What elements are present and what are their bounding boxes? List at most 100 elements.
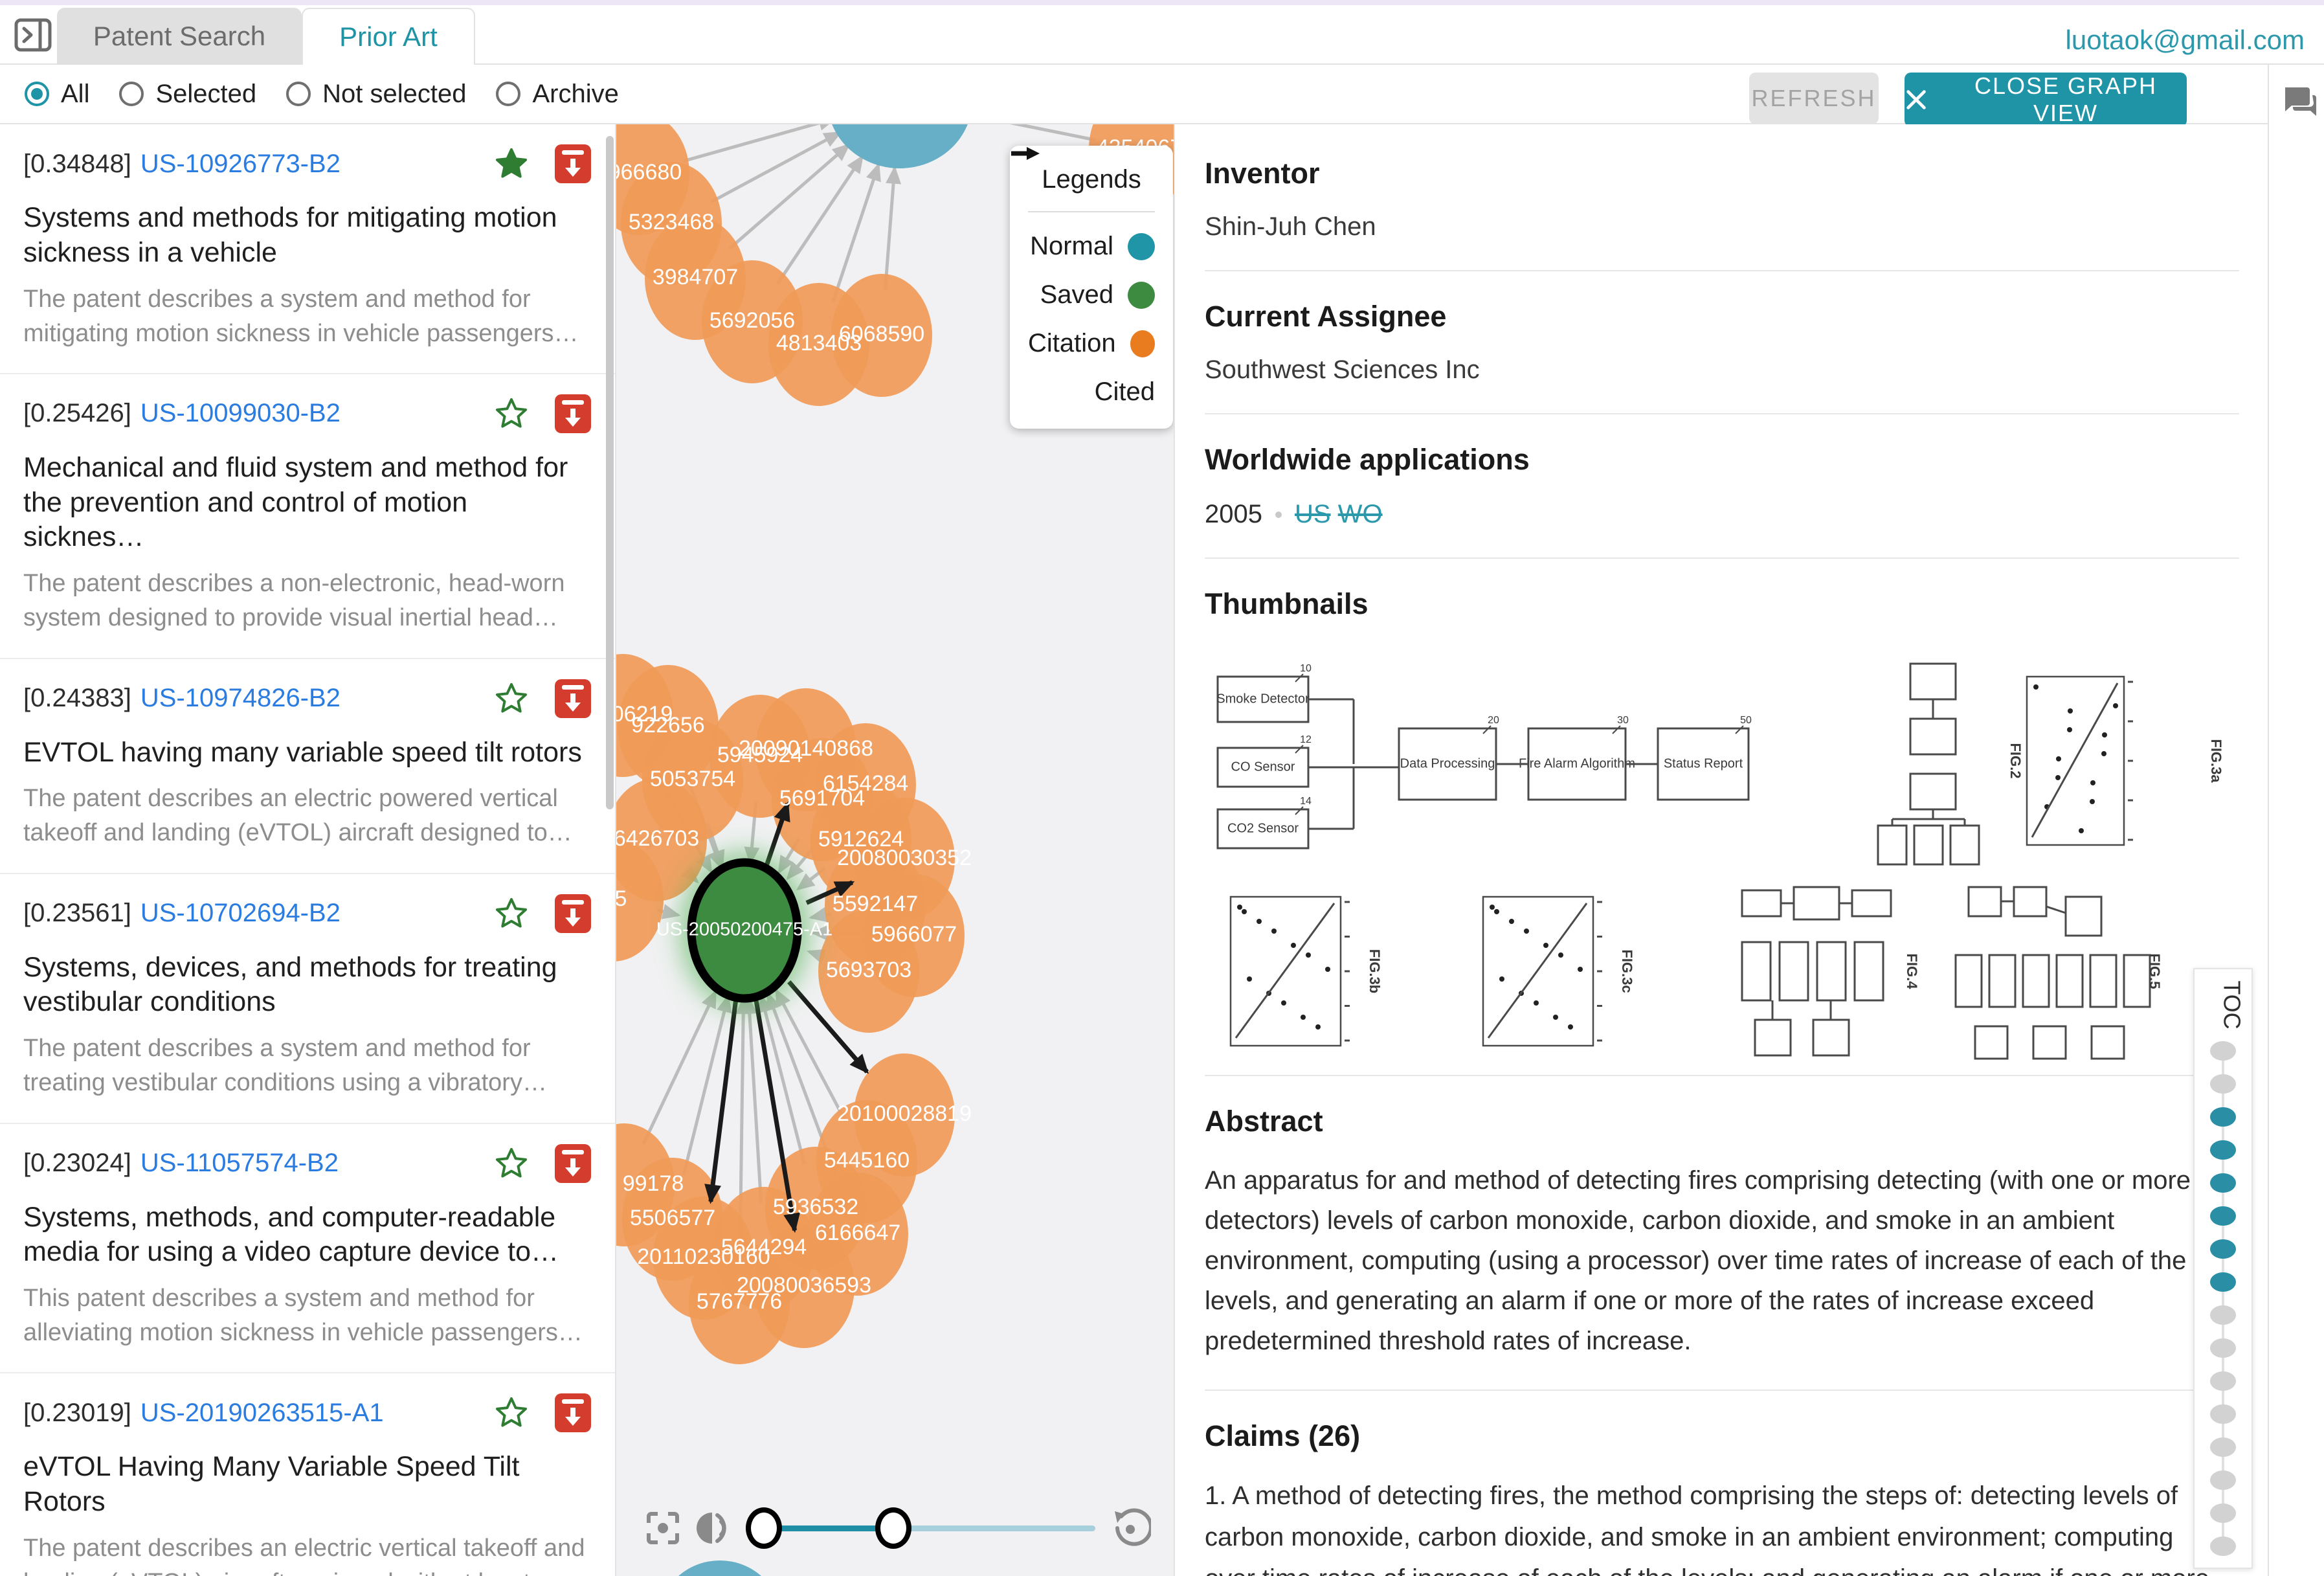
citation-graph[interactable]: 5966680 5323468 3984707 5692056481340360685…: [616, 124, 1175, 1576]
result-title: Systems, methods, and computer-readable …: [23, 1201, 559, 1268]
toc-dot[interactable]: [2210, 1537, 2236, 1556]
patent-id-link[interactable]: US-10702694-B2: [140, 899, 341, 928]
toc-dot[interactable]: [2210, 1338, 2236, 1358]
legend-label: Citation: [1028, 329, 1116, 357]
result-item[interactable]: [0.23561] US-10702694-B2 Systems, devices,…: [0, 873, 615, 1124]
toc-dot[interactable]: [2210, 1470, 2236, 1490]
graph-node-label: 5: [616, 886, 627, 911]
graph-node-label: 6068590: [839, 322, 924, 346]
radio-not-selected[interactable]: Not selected: [286, 80, 466, 109]
result-item[interactable]: [0.23024] US-11057574-B2 Systems, methods,…: [0, 1123, 615, 1374]
similarity-score: [0.34848]: [23, 149, 131, 178]
zoom-slider-handle-max[interactable]: [875, 1507, 911, 1549]
toc-dot[interactable]: [2210, 1173, 2236, 1193]
patent-id-link[interactable]: US-10099030-B2: [140, 399, 341, 428]
graph-node-citation[interactable]: [754, 1225, 855, 1348]
zoom-slider-handle-min[interactable]: [746, 1507, 782, 1549]
patent-id-link[interactable]: US-10974826-B2: [140, 684, 341, 712]
contrast-icon[interactable]: [693, 1507, 734, 1549]
star-filled-icon[interactable]: [495, 147, 528, 181]
toc-dot[interactable]: [2210, 1041, 2236, 1061]
toc-dot[interactable]: [2210, 1206, 2236, 1226]
zoom-slider-active-track[interactable]: [764, 1525, 893, 1531]
graph-node-citation[interactable]: [616, 839, 664, 962]
radio-circle[interactable]: [496, 82, 521, 106]
star-outline-icon[interactable]: [495, 1396, 528, 1430]
toc-dot[interactable]: [2210, 1404, 2236, 1424]
toc-dot[interactable]: [2210, 1140, 2236, 1160]
radio-all[interactable]: All: [25, 80, 89, 109]
zoom-slider-track[interactable]: [893, 1525, 1095, 1531]
patent-id-link[interactable]: US-10926773-B2: [140, 149, 341, 178]
archive-download-icon[interactable]: [554, 894, 592, 934]
result-item[interactable]: [0.24383] US-10974826-B2 EVTOL having many…: [0, 659, 615, 874]
claim-text: 1. A method of detecting fires, the meth…: [1205, 1481, 2209, 1576]
star-outline-icon[interactable]: [495, 897, 528, 930]
result-title: Systems and methods for mitigating motio…: [23, 202, 557, 268]
chat-icon[interactable]: [2283, 86, 2316, 117]
archive-download-icon[interactable]: [554, 394, 592, 434]
reset-view-icon[interactable]: [1110, 1507, 1151, 1549]
result-item[interactable]: [0.25426] US-10099030-B2 Mechanical and fl…: [0, 374, 615, 659]
toc-dot[interactable]: [2210, 1239, 2236, 1259]
result-item[interactable]: [0.23019] US-20190263515-A1 eVTOL Having M…: [0, 1373, 615, 1576]
similarity-score: [0.23024]: [23, 1149, 131, 1177]
archive-download-icon[interactable]: [554, 1143, 592, 1184]
star-outline-icon[interactable]: [495, 1147, 528, 1180]
result-title: EVTOL having many variable speed tilt ro…: [23, 736, 582, 768]
patent-id-link[interactable]: US-20190263515-A1: [140, 1398, 384, 1427]
archive-download-icon[interactable]: [554, 679, 592, 719]
result-description: The patent describes an electric vertica…: [23, 1534, 585, 1576]
graph-node-label: 5693703: [826, 958, 911, 982]
radio-circle[interactable]: [25, 82, 49, 106]
archive-download-icon[interactable]: [554, 1393, 592, 1433]
radio-circle[interactable]: [119, 82, 144, 106]
region-link-wo[interactable]: WO: [1337, 500, 1383, 528]
toc-dot[interactable]: [2210, 1074, 2236, 1094]
patent-id-link[interactable]: US-11057574-B2: [140, 1149, 339, 1177]
archive-download-icon[interactable]: [554, 144, 592, 184]
thumbnails-strip[interactable]: Smoke Detector 10 CO Sensor 12 CO2 Sensor 14 D…: [1205, 638, 2239, 1068]
legend-title: Legends: [1028, 165, 1155, 212]
graph-node-label: 5691704: [779, 786, 865, 811]
star-outline-icon[interactable]: [495, 682, 528, 715]
star-outline-icon[interactable]: [495, 397, 528, 431]
user-email[interactable]: luotaok@gmail.com: [2065, 25, 2305, 55]
refresh-button[interactable]: REFRESH: [1749, 73, 1879, 124]
legend-saved-dot-icon: [1128, 281, 1155, 309]
toc-dot[interactable]: [2210, 1503, 2236, 1523]
graph-node-citation[interactable]: [831, 274, 932, 397]
graph-node-normal[interactable]: [658, 1560, 781, 1576]
header-bar: Patent Search Prior Art luotaok@gmail.co…: [0, 5, 2324, 65]
toc-dot[interactable]: [2210, 1437, 2236, 1457]
close-graph-view-button[interactable]: CLOSE GRAPH VIEW: [1905, 73, 2187, 127]
graph-node-label: 6426703: [616, 826, 699, 851]
result-description: The patent describes a system and method…: [23, 1035, 531, 1097]
graph-node-label: 5644294: [721, 1235, 807, 1259]
application-year: 2005: [1205, 500, 1262, 528]
toc-dot[interactable]: [2210, 1272, 2236, 1292]
thumbnails-heading: Thumbnails: [1205, 587, 1369, 620]
results-scrollbar[interactable]: [606, 136, 614, 809]
radio-circle[interactable]: [286, 82, 311, 106]
graph-node-saved-center[interactable]: [687, 858, 802, 1003]
sidebar-toggle-icon[interactable]: [13, 14, 54, 56]
tab-prior-art[interactable]: Prior Art: [302, 8, 475, 65]
svg-text:FIG.5: FIG.5: [2147, 953, 2163, 989]
toc-dot[interactable]: [2210, 1305, 2236, 1325]
graph-node-label: 5323468: [629, 210, 714, 234]
abstract-heading: Abstract: [1205, 1105, 1323, 1138]
graph-node-normal[interactable]: [827, 124, 972, 168]
toc-dot[interactable]: [2210, 1107, 2236, 1127]
region-link-us[interactable]: US: [1294, 500, 1331, 528]
assignee-value: Southwest Sciences Inc: [1205, 355, 1480, 384]
worldwide-heading: Worldwide applications: [1205, 443, 1530, 476]
toc-dot[interactable]: [2210, 1371, 2236, 1391]
filter-bar: All Selected Not selected Archive REFRESH C…: [0, 65, 2268, 127]
tab-patent-search[interactable]: Patent Search: [57, 8, 302, 65]
radio-selected[interactable]: Selected: [119, 80, 256, 109]
fit-to-screen-icon[interactable]: [642, 1507, 684, 1549]
radio-archive[interactable]: Archive: [496, 80, 619, 109]
result-item[interactable]: [0.34848] US-10926773-B2 Systems and metho…: [0, 124, 615, 374]
graph-node-citation[interactable]: [818, 910, 919, 1033]
